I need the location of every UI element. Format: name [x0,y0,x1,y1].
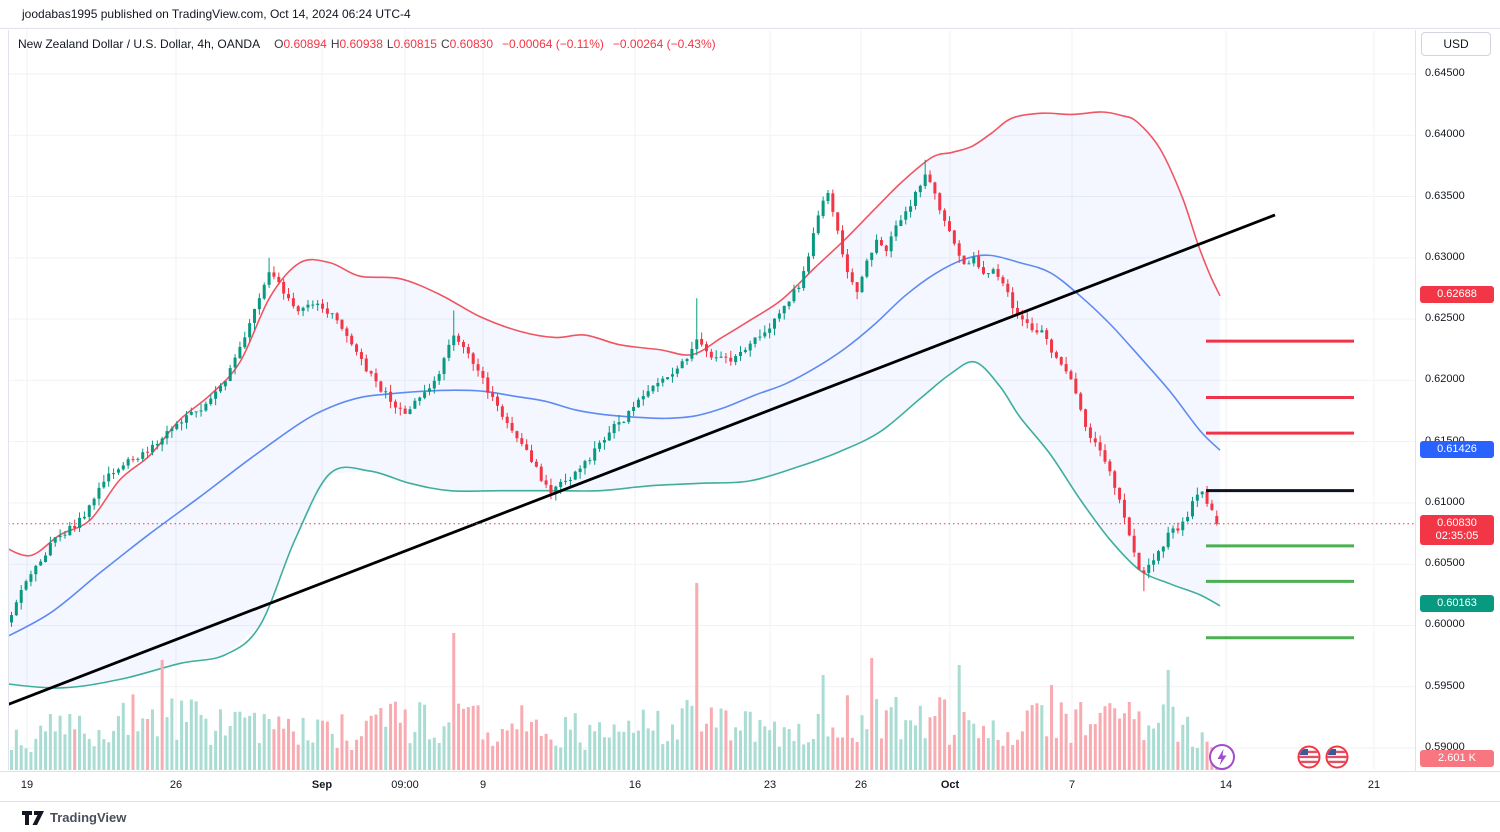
volume-badge: 2.601 K [1420,750,1494,767]
price-tick-label: 0.63500 [1425,189,1465,202]
time-axis-label: 26 [169,779,183,791]
legend-title: New Zealand Dollar / U.S. Dollar, 4h, OA… [18,37,261,51]
price-tick-label: 0.63000 [1425,250,1465,263]
us-flag-event-icon[interactable] [1325,745,1349,769]
plot-area [0,30,1415,770]
ohlc-low-label: L [386,37,394,51]
attribution-bar: joodabas1995 published on TradingView.co… [0,0,1500,29]
time-axis-label: Sep [311,779,333,791]
ohlc-close-label: C [440,37,450,51]
legend-change-cumulative: −0.00264 (−0.43%) [612,37,716,51]
legend-change: −0.00064 (−0.11%) [502,37,604,51]
bollinger-lower-line [8,360,1221,689]
price-tick-label: 0.62500 [1425,312,1465,325]
time-axis-label: 19 [20,779,34,791]
time-axis-label: 21 [1367,779,1381,791]
chart-canvas[interactable] [0,0,1500,801]
time-axis-label: 7 [1068,779,1076,791]
price-tick-label: 0.59500 [1425,679,1465,692]
ohlc-open-value: 0.60894 [283,37,327,51]
price-tick-label: 0.60500 [1425,557,1465,570]
bollinger-middle-line [8,254,1221,638]
bb-upper-price-badge: 0.62688 [1420,286,1494,304]
time-axis-label: Oct [940,779,960,791]
time-axis-label: 16 [628,779,642,791]
ohlc-low-value: 0.60815 [393,37,437,51]
currency-button[interactable]: USD [1421,32,1491,56]
ohlc-open-label: O [274,37,284,51]
bb-lower-price-badge: 0.60163 [1420,595,1494,613]
trendline[interactable] [0,213,1276,708]
bb-middle-price-badge: 0.61426 [1420,440,1494,458]
price-axis[interactable]: USD 0.64500 0.64000 0.63500 0.63000 0.62500 0… [1415,30,1500,771]
footer: TradingView [0,801,1500,832]
currency-button-label: USD [1443,37,1469,51]
price-tick-label: 0.60000 [1425,618,1465,631]
time-axis-label: 14 [1219,779,1233,791]
price-tick-label: 0.62000 [1425,373,1465,386]
attribution-text: joodabas1995 published on TradingView.co… [22,7,411,21]
price-tick-label: 0.64000 [1425,128,1465,141]
time-axis-label: 9 [479,779,487,791]
last-price-badge: 0.60830 02:35:05 [1420,514,1494,545]
volume-bars [10,583,1219,770]
bollinger-fill [8,111,1220,688]
ohlc-high-label: H [330,37,340,51]
us-flag-event-icon[interactable] [1297,745,1321,769]
time-axis-label: 23 [763,779,777,791]
time-axis-label: 26 [854,779,868,791]
candles [10,159,1219,627]
price-tick-label: 0.61000 [1425,495,1465,508]
symbol-legend: New Zealand Dollar / U.S. Dollar, 4h, OA… [18,37,716,51]
ohlc-high-value: 0.60938 [339,37,383,51]
lightning-event-icon[interactable] [1209,744,1235,770]
ohlc-close-value: 0.60830 [449,37,494,51]
time-axis[interactable]: 19 26 Sep 09:00 9 16 23 26 Oct 7 14 21 [0,771,1500,801]
time-axis-label: 09:00 [391,779,419,791]
tradingview-logo-icon[interactable] [22,810,46,827]
tradingview-brand[interactable]: TradingView [50,810,127,825]
price-tick-label: 0.64500 [1425,67,1465,79]
